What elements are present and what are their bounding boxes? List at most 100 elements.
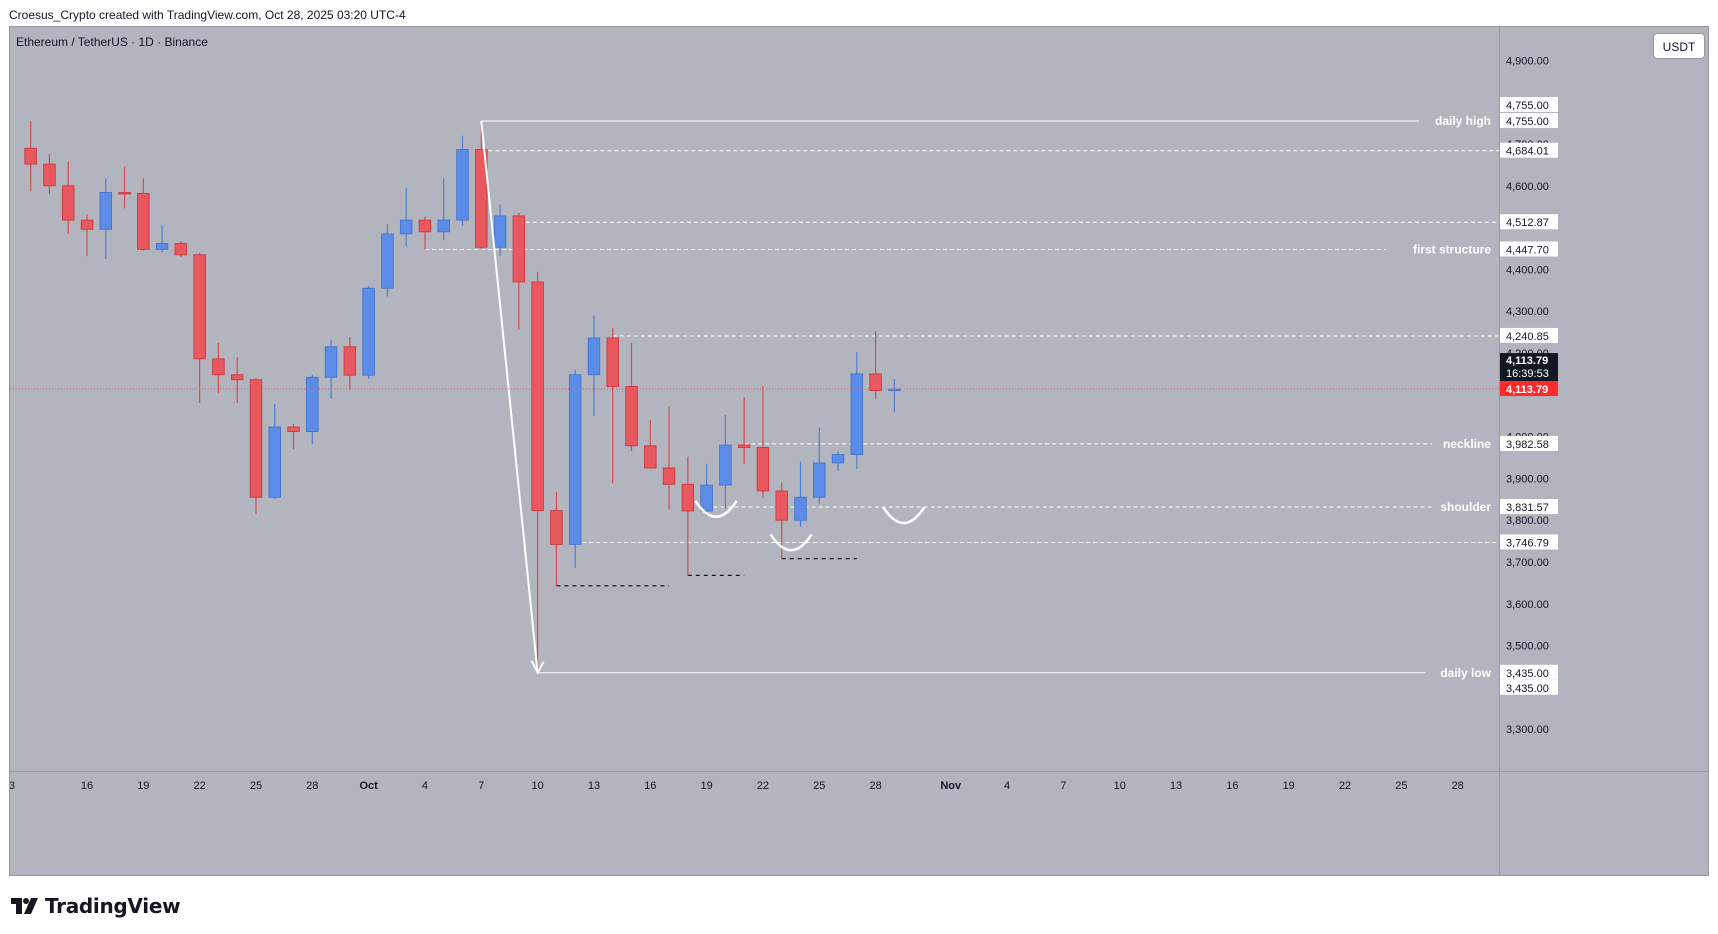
time-tick-label: 13 bbox=[588, 780, 600, 792]
time-tick-label: 28 bbox=[1452, 780, 1464, 792]
countdown-box bbox=[1500, 353, 1558, 382]
candle[interactable] bbox=[155, 243, 169, 250]
level-axis-label: 4,512.87 bbox=[1506, 217, 1549, 229]
symbol-title[interactable]: Ethereum / TetherUS · 1D · Binance bbox=[16, 35, 208, 49]
time-tick-label: 7 bbox=[478, 780, 484, 792]
price-axis[interactable] bbox=[1499, 27, 1709, 876]
pattern-arc[interactable] bbox=[694, 500, 738, 518]
pattern-arc[interactable] bbox=[769, 533, 813, 552]
price-tick-label: 4,600.00 bbox=[1506, 181, 1549, 193]
chart-frame[interactable]: 3,300.00 3,500.00 3,600.00 3,700.00 3,800.00… bbox=[9, 26, 1709, 876]
candle[interactable] bbox=[343, 346, 357, 376]
level-axis-label: 3,435.00 bbox=[1506, 668, 1549, 680]
level-axis-box bbox=[1500, 241, 1558, 257]
level-axis-label: 4,755.00 bbox=[1506, 116, 1549, 128]
price-tick-label: 3,500.00 bbox=[1506, 641, 1549, 653]
level-axis-box bbox=[1500, 142, 1558, 158]
candle[interactable] bbox=[756, 447, 770, 492]
candle[interactable] bbox=[174, 243, 188, 256]
chart-credit: Croesus_Crypto created with TradingView.… bbox=[9, 8, 406, 22]
candle[interactable] bbox=[287, 426, 300, 433]
time-tick-label: 19 bbox=[137, 780, 149, 792]
time-tick-label: 16 bbox=[644, 780, 656, 792]
candle[interactable] bbox=[268, 426, 281, 498]
candle[interactable] bbox=[362, 287, 375, 376]
candle[interactable] bbox=[644, 445, 657, 469]
level-label: daily high bbox=[1435, 114, 1491, 128]
price-chart[interactable]: 3,300.00 3,500.00 3,600.00 3,700.00 3,800.00… bbox=[10, 27, 1709, 876]
price-tick-label: 3,900.00 bbox=[1506, 473, 1549, 485]
candle[interactable] bbox=[118, 192, 131, 195]
level-axis-label: 3,982.58 bbox=[1506, 439, 1549, 451]
candle[interactable] bbox=[456, 149, 469, 221]
candle[interactable] bbox=[24, 147, 37, 165]
candle[interactable] bbox=[381, 233, 394, 289]
candle[interactable] bbox=[306, 376, 319, 433]
time-tick-label: 25 bbox=[1395, 780, 1407, 792]
time-axis[interactable] bbox=[10, 771, 1499, 876]
time-tick-label: Nov bbox=[940, 780, 962, 792]
level-axis-label: 3,746.79 bbox=[1506, 537, 1549, 549]
candle[interactable] bbox=[249, 379, 263, 498]
level-axis-box bbox=[1500, 435, 1558, 451]
candle[interactable] bbox=[399, 219, 413, 235]
currency-button[interactable]: USDT bbox=[1653, 33, 1705, 59]
time-tick-label: Oct bbox=[359, 780, 378, 792]
candle[interactable] bbox=[475, 149, 488, 248]
time-tick-label: 28 bbox=[869, 780, 881, 792]
time-tick-label: 25 bbox=[813, 780, 825, 792]
time-tick-label: 10 bbox=[1114, 780, 1126, 792]
candle[interactable] bbox=[700, 484, 713, 512]
price-tick-label: 3,700.00 bbox=[1506, 557, 1549, 569]
extra-axis-label: 4,755.00 bbox=[1506, 100, 1549, 112]
candle[interactable] bbox=[137, 192, 150, 250]
price-tick-label: 4,300.00 bbox=[1506, 306, 1549, 318]
candle[interactable] bbox=[775, 490, 788, 521]
countdown-timer: 16:39:53 bbox=[1506, 368, 1549, 380]
level-label: shoulder bbox=[1440, 500, 1491, 514]
move-arrow[interactable] bbox=[480, 120, 539, 673]
pattern-arc[interactable] bbox=[882, 506, 926, 525]
candle[interactable] bbox=[193, 254, 206, 360]
candle[interactable] bbox=[550, 510, 563, 545]
candle[interactable] bbox=[230, 374, 244, 381]
tradingview-logo-icon bbox=[11, 898, 38, 914]
candle[interactable] bbox=[625, 386, 638, 447]
time-tick-label: 10 bbox=[532, 780, 544, 792]
level-axis-box bbox=[1500, 113, 1558, 129]
candle[interactable] bbox=[99, 192, 112, 230]
candle[interactable] bbox=[568, 374, 582, 545]
candle[interactable] bbox=[813, 462, 826, 498]
level-label: daily low bbox=[1440, 666, 1491, 680]
candle[interactable] bbox=[531, 281, 544, 512]
candle[interactable] bbox=[43, 163, 56, 187]
candle[interactable] bbox=[719, 444, 732, 486]
candle[interactable] bbox=[850, 373, 864, 455]
level-label: first structure bbox=[1413, 242, 1491, 256]
plot-area[interactable] bbox=[10, 27, 1499, 771]
candle[interactable] bbox=[794, 496, 807, 521]
candle[interactable] bbox=[888, 388, 901, 392]
time-tick-label: 19 bbox=[700, 780, 712, 792]
candle[interactable] bbox=[437, 219, 450, 233]
candle[interactable] bbox=[61, 185, 75, 221]
candle[interactable] bbox=[493, 215, 507, 248]
candle[interactable] bbox=[587, 337, 601, 376]
candle[interactable] bbox=[831, 454, 845, 464]
tradingview-logo-text: TradingView bbox=[45, 894, 181, 918]
candle[interactable] bbox=[737, 444, 751, 448]
candle[interactable] bbox=[212, 358, 225, 376]
candle[interactable] bbox=[324, 346, 338, 378]
extra-axis-label: 3,435.00 bbox=[1506, 683, 1549, 695]
time-tick-label: 16 bbox=[81, 780, 93, 792]
candle[interactable] bbox=[681, 483, 695, 512]
time-tick-label: 19 bbox=[1283, 780, 1295, 792]
candle[interactable] bbox=[662, 467, 676, 485]
candle[interactable] bbox=[606, 337, 619, 387]
candle[interactable] bbox=[512, 215, 526, 283]
tradingview-logo[interactable]: TradingView bbox=[11, 894, 181, 918]
level-axis-box bbox=[1500, 664, 1558, 680]
candle[interactable] bbox=[80, 219, 94, 230]
candle[interactable] bbox=[418, 219, 432, 233]
candle[interactable] bbox=[869, 373, 882, 392]
